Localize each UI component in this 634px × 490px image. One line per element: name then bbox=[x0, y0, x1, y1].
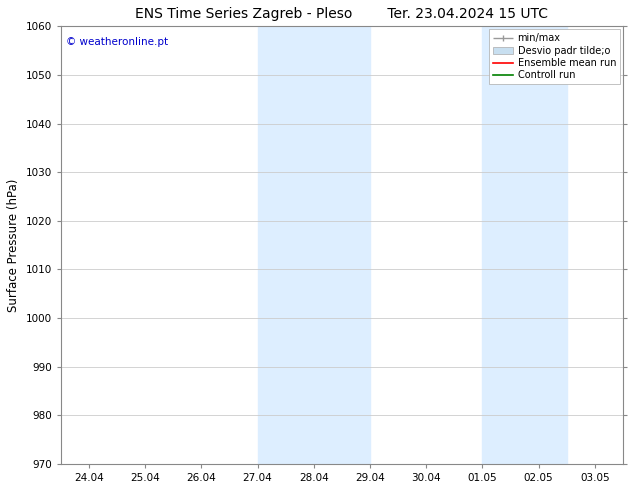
Y-axis label: Surface Pressure (hPa): Surface Pressure (hPa) bbox=[7, 178, 20, 312]
Title: ENS Time Series Zagreb - Pleso        Ter. 23.04.2024 15 UTC: ENS Time Series Zagreb - Pleso Ter. 23.0… bbox=[135, 7, 548, 21]
Legend: min/max, Desvio padr tilde;o, Ensemble mean run, Controll run: min/max, Desvio padr tilde;o, Ensemble m… bbox=[489, 29, 620, 84]
Bar bbox=[257, 26, 370, 464]
Bar bbox=[482, 26, 567, 464]
Text: © weatheronline.pt: © weatheronline.pt bbox=[67, 37, 169, 47]
